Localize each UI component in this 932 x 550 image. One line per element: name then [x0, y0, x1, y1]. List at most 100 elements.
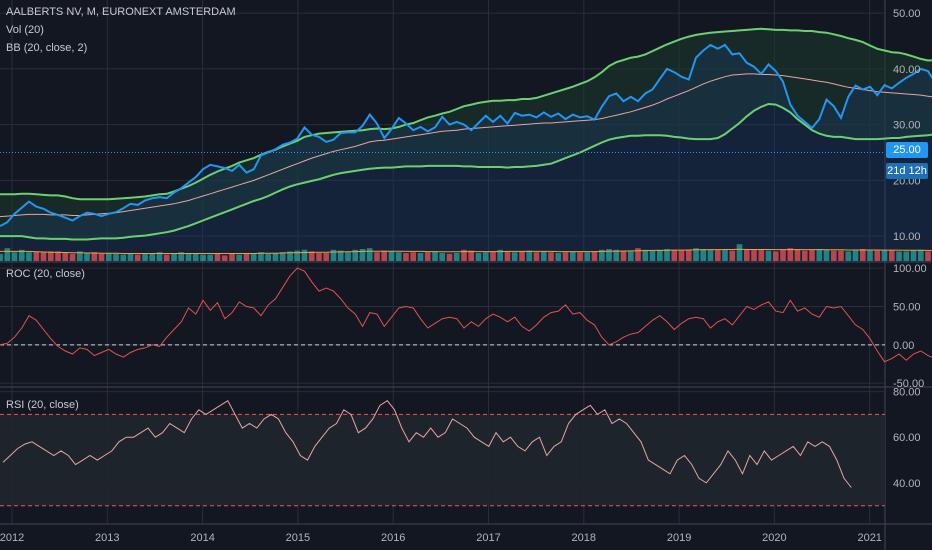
volume-bar: [98, 253, 105, 261]
x-tick-label: 2017: [476, 532, 500, 544]
volume-bar: [142, 253, 148, 261]
bar-countdown-tag: 21d 12h: [886, 163, 928, 179]
volume-bar: [185, 253, 192, 261]
volume-bar: [127, 253, 134, 261]
volume-bar: [410, 252, 416, 261]
bollinger-bands: [0, 27, 932, 241]
volume-bar: [635, 248, 641, 261]
volume-bar: [577, 252, 583, 261]
volume-bar: [584, 252, 591, 261]
volume-bar: [134, 254, 141, 261]
price-series: [0, 43, 932, 227]
bollinger-band-fill: [0, 28, 932, 262]
volume-bars: [0, 244, 932, 261]
volume-bar: [84, 253, 90, 261]
volume-legend[interactable]: Vol (20): [6, 24, 44, 36]
volume-bar: [533, 252, 540, 261]
volume-bar: [664, 249, 670, 261]
volume-bar: [33, 251, 40, 261]
volume-bar: [366, 248, 373, 261]
volume-bar: [599, 249, 605, 261]
volume-bar: [802, 250, 808, 261]
volume-bar: [744, 249, 750, 261]
volume-bar: [229, 253, 235, 261]
volume-bar: [316, 253, 322, 261]
volume-bar: [120, 254, 127, 261]
volume-bar: [359, 249, 366, 261]
rsi-y-tick-label: 80.00: [893, 387, 921, 399]
volume-bar: [91, 252, 98, 261]
volume-bar: [163, 254, 170, 261]
volume-bar: [0, 253, 3, 261]
volume-bar: [330, 249, 337, 261]
volume-bar: [200, 254, 206, 261]
volume-bar: [301, 249, 308, 261]
volume-bar: [453, 253, 460, 261]
volume-ma-line: [0, 248, 932, 254]
volume-bar: [77, 251, 83, 261]
volume-bar: [736, 244, 743, 261]
symbol-legend[interactable]: AALBERTS NV, M, EURONEXT AMSTERDAM: [6, 6, 236, 18]
volume-bar: [591, 251, 598, 261]
bb-upper-line: [0, 27, 932, 201]
volume-bar: [403, 253, 409, 261]
volume-bar: [26, 252, 32, 261]
volume-bar: [482, 252, 489, 261]
volume-bar: [671, 249, 678, 261]
x-tick-label: 2019: [667, 532, 691, 544]
volume-bar: [700, 249, 707, 261]
price-y-tick-label: 40.00: [893, 64, 921, 76]
price-area-fill: [0, 44, 932, 262]
rsi-line: [2, 399, 852, 488]
roc-legend[interactable]: ROC (20, close): [6, 268, 85, 280]
volume-bar: [693, 248, 699, 261]
volume-bar: [773, 251, 779, 261]
volume-bar: [881, 249, 888, 261]
volume-bar: [722, 249, 728, 261]
volume-bar: [613, 249, 620, 261]
volume-bar: [519, 251, 525, 261]
x-tick-label: 2012: [0, 532, 24, 544]
volume-bar: [18, 249, 25, 261]
volume-bar: [707, 249, 714, 261]
volume-bar: [497, 249, 503, 261]
volume-bar: [918, 249, 924, 261]
volume-bar: [156, 252, 163, 261]
price-y-tick-label: 30.00: [893, 120, 921, 132]
volume-bar: [69, 253, 76, 261]
volume-bar: [562, 252, 569, 261]
volume-bar: [642, 249, 649, 261]
volume-bar: [765, 250, 772, 261]
volume-bar: [889, 250, 895, 261]
x-tick-label: 2018: [572, 532, 596, 544]
price-y-tick-label: 10.00: [893, 231, 921, 243]
volume-bar: [831, 250, 837, 261]
volume-bar: [925, 251, 931, 261]
volume-bar: [541, 251, 547, 261]
bb-legend[interactable]: BB (20, close, 2): [6, 42, 88, 54]
x-tick-label: 2016: [381, 532, 405, 544]
x-tick-label: 2014: [190, 532, 214, 544]
volume-bar: [446, 253, 453, 261]
volume-bar: [838, 250, 844, 261]
rsi-legend[interactable]: RSI (20, close): [6, 399, 79, 411]
roc-y-tick-label: -50.00: [893, 378, 924, 390]
volume-bar: [809, 249, 815, 261]
volume-bar: [272, 253, 279, 261]
volume-bar: [4, 248, 11, 261]
volume-bar: [113, 253, 119, 261]
volume-bar: [758, 249, 765, 261]
volume-bar: [395, 252, 402, 261]
volume-bar: [381, 250, 387, 261]
volume-bar: [432, 251, 438, 261]
volume-bar: [490, 251, 496, 261]
volume-bar: [178, 252, 184, 261]
volume-bar: [279, 252, 286, 261]
volume-bar: [149, 253, 155, 261]
volume-bar: [388, 251, 395, 261]
volume-bar: [570, 251, 576, 261]
volume-bar: [214, 253, 221, 261]
volume-bar: [860, 249, 866, 261]
volume-bar: [461, 249, 467, 261]
